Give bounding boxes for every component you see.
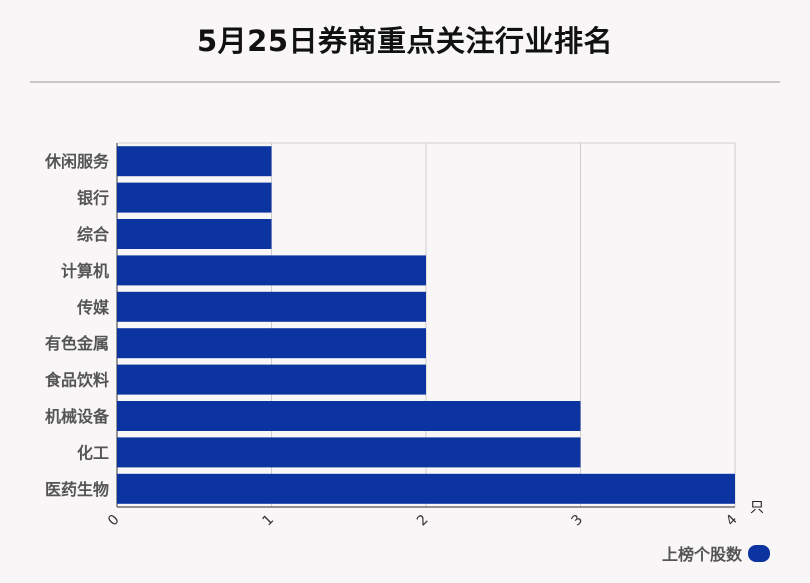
category-label: 医药生物: [45, 480, 109, 499]
bar: [117, 473, 735, 504]
x-tick-label: 1: [260, 512, 278, 530]
category-label: 有色金属: [45, 334, 109, 353]
bar: [117, 401, 581, 431]
legend: 上榜个股数: [662, 541, 770, 565]
category-label: 银行: [77, 189, 109, 208]
legend-label: 上榜个股数: [661, 545, 742, 564]
bar: [117, 219, 272, 249]
bar: [117, 364, 426, 395]
category-label: 食品饮料: [44, 371, 109, 390]
x-axis-unit: 只: [750, 500, 764, 516]
bar: [117, 255, 426, 286]
category-label: 传媒: [76, 298, 110, 317]
bar: [117, 182, 272, 213]
category-label: 机械设备: [45, 407, 110, 426]
x-tick-label: 4: [723, 512, 741, 530]
legend-swatch: [748, 544, 770, 562]
bar: [117, 146, 272, 177]
bars: [117, 146, 735, 504]
bar: [117, 291, 426, 322]
category-label: 化工: [77, 443, 109, 462]
bar: [117, 328, 426, 359]
x-tick-labels: 0 1 2 3 4: [105, 512, 741, 530]
category-label: 休闲服务: [44, 152, 110, 171]
title-divider: [30, 81, 780, 83]
category-label: 综合: [77, 225, 110, 244]
bar: [117, 437, 581, 468]
x-tick-label: 2: [414, 512, 432, 530]
chart-title: 5月25日券商重点关注行业排名: [196, 24, 614, 58]
x-tick-label: 0: [105, 512, 123, 530]
category-label: 计算机: [61, 261, 109, 280]
x-tick-label: 3: [569, 512, 587, 530]
